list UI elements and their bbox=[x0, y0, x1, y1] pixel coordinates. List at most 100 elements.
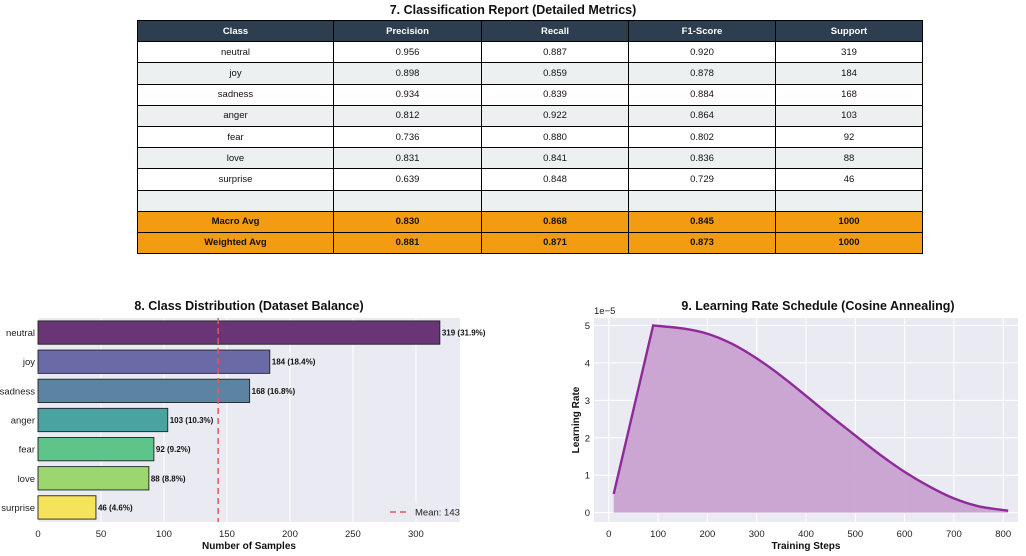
x-tick-label: 700 bbox=[946, 529, 962, 540]
table-cell: 46 bbox=[775, 168, 923, 191]
table-cell: 0.841 bbox=[481, 147, 629, 170]
bar bbox=[37, 437, 155, 462]
classification-report-table: Class Precision Recall F1-Score Support neutr… bbox=[137, 19, 923, 255]
x-tick-label: 150 bbox=[219, 529, 235, 540]
table-cell: 0.868 bbox=[481, 210, 629, 233]
table-cell: 0.920 bbox=[628, 41, 776, 64]
table-cell: 0.878 bbox=[628, 62, 776, 85]
table-row: sadness 0.934 0.839 0.884 168 bbox=[137, 83, 923, 106]
bar bbox=[37, 378, 251, 403]
table-cell: 92 bbox=[775, 125, 923, 149]
table-cell: 0.922 bbox=[481, 104, 629, 127]
table-cell: 0.956 bbox=[333, 41, 482, 64]
table-cell: Weighted Avg bbox=[137, 231, 334, 255]
table-cell: 184 bbox=[775, 62, 923, 85]
table-header-cell: Class bbox=[137, 19, 334, 43]
x-axis-label: Number of Samples bbox=[202, 541, 296, 552]
bar bbox=[37, 466, 150, 491]
table-cell: 0.802 bbox=[628, 125, 776, 149]
table-header-cell: F1-Score bbox=[628, 19, 776, 43]
legend-label: Mean: 143 bbox=[415, 508, 460, 519]
bar-data-label: 46 (4.6%) bbox=[98, 503, 133, 512]
legend: Mean: 143 bbox=[382, 503, 460, 519]
table-header-cell: Recall bbox=[481, 19, 629, 43]
y-tick-label: surprise bbox=[1, 503, 35, 514]
y-tick-label: 4 bbox=[585, 358, 590, 369]
x-tick-label: 400 bbox=[798, 529, 814, 540]
bar bbox=[37, 495, 97, 520]
bar bbox=[37, 349, 271, 374]
table-cell: 0.873 bbox=[628, 231, 776, 255]
chart-title: 9. Learning Rate Schedule (Cosine Anneal… bbox=[681, 299, 954, 313]
table-row: Macro Avg 0.830 0.868 0.845 1000 bbox=[137, 210, 923, 233]
table-cell: surprise bbox=[137, 168, 334, 191]
table-header-cell: Precision bbox=[333, 19, 482, 43]
bar bbox=[37, 320, 441, 345]
x-tick-label: 600 bbox=[897, 529, 913, 540]
table-cell bbox=[137, 189, 334, 212]
y-offset-label: 1e−5 bbox=[594, 306, 615, 317]
x-tick-label: 50 bbox=[96, 529, 107, 540]
y-tick-label: joy bbox=[22, 357, 35, 368]
table-row: love 0.831 0.841 0.836 88 bbox=[137, 147, 923, 170]
table-row: surprise 0.639 0.848 0.729 46 bbox=[137, 168, 923, 191]
table-cell: 0.848 bbox=[481, 168, 629, 191]
y-tick-label: sadness bbox=[0, 386, 35, 397]
table-cell: 0.831 bbox=[333, 147, 482, 170]
bar-data-label: 319 (31.9%) bbox=[442, 329, 486, 338]
x-tick-label: 250 bbox=[345, 529, 361, 540]
table-cell: 0.839 bbox=[481, 83, 629, 106]
report-title: 7. Classification Report (Detailed Metri… bbox=[389, 3, 637, 17]
x-tick-label: 300 bbox=[749, 529, 765, 540]
table-cell bbox=[775, 189, 923, 212]
table-cell: 0.729 bbox=[628, 168, 776, 191]
x-tick-label: 200 bbox=[699, 529, 715, 540]
chart-title: 8. Class Distribution (Dataset Balance) bbox=[134, 299, 363, 313]
y-tick-label: anger bbox=[11, 416, 35, 427]
table-cell: 0.871 bbox=[481, 231, 629, 255]
table-cell: 0.898 bbox=[333, 62, 482, 85]
y-tick-label: 0 bbox=[585, 508, 590, 519]
bar-data-label: 103 (10.3%) bbox=[170, 416, 214, 425]
y-tick-label: neutral bbox=[6, 328, 35, 339]
table-row: neutral 0.956 0.887 0.920 319 bbox=[137, 41, 923, 64]
table-row: fear 0.736 0.880 0.802 92 bbox=[137, 125, 923, 149]
table-cell: Macro Avg bbox=[137, 210, 334, 233]
x-tick-label: 200 bbox=[282, 529, 298, 540]
x-tick-label: 0 bbox=[606, 529, 611, 540]
table-cell: neutral bbox=[137, 41, 334, 64]
table-cell: love bbox=[137, 147, 334, 170]
table-cell: 0.881 bbox=[333, 231, 482, 255]
table-cell: 0.884 bbox=[628, 83, 776, 106]
y-tick-label: fear bbox=[19, 445, 35, 456]
y-tick-label: 5 bbox=[585, 321, 590, 332]
bar-data-label: 184 (18.4%) bbox=[272, 358, 316, 367]
y-tick-label: love bbox=[18, 474, 35, 485]
table-header-cell: Support bbox=[775, 19, 923, 43]
table-row: Weighted Avg 0.881 0.871 0.873 1000 bbox=[137, 231, 923, 255]
table-cell: 319 bbox=[775, 41, 923, 64]
x-tick-label: 500 bbox=[847, 529, 863, 540]
bar-data-label: 88 (8.8%) bbox=[151, 474, 186, 483]
y-axis-label: Learning Rate bbox=[571, 386, 582, 453]
y-tick-label: 1 bbox=[585, 471, 590, 482]
table-cell: 103 bbox=[775, 104, 923, 127]
y-tick-label: 2 bbox=[585, 433, 590, 444]
table-cell: 0.812 bbox=[333, 104, 482, 127]
bar-data-label: 92 (9.2%) bbox=[156, 445, 191, 454]
table-cell: 1000 bbox=[775, 231, 923, 255]
table-cell: 1000 bbox=[775, 210, 923, 233]
lr-area-fill bbox=[613, 325, 1009, 513]
table-row: joy 0.898 0.859 0.878 184 bbox=[137, 62, 923, 85]
table-cell: 0.845 bbox=[628, 210, 776, 233]
x-tick-label: 100 bbox=[650, 529, 666, 540]
bar bbox=[37, 407, 169, 433]
y-tick-label: 3 bbox=[585, 396, 590, 407]
x-tick-label: 0 bbox=[35, 529, 40, 540]
legend-box bbox=[382, 503, 456, 519]
table-cell bbox=[333, 189, 482, 212]
table-cell: joy bbox=[137, 62, 334, 85]
lr-line bbox=[612, 324, 1009, 512]
bar-data-label: 168 (16.8%) bbox=[252, 387, 296, 396]
